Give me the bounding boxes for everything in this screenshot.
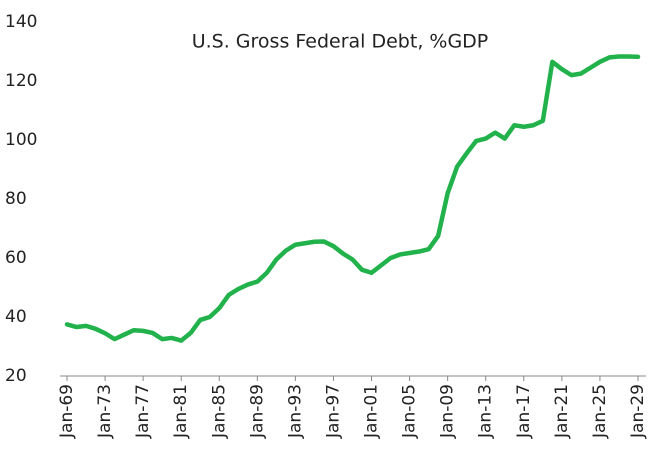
y-tick-label: 80	[5, 189, 27, 209]
x-tick-label: Jan-81	[171, 384, 191, 439]
data-line	[64, 54, 641, 343]
x-tick-label: Jan-01	[362, 384, 382, 439]
chart-title: U.S. Gross Federal Debt, %GDP	[192, 31, 489, 53]
x-tick-label: Jan-73	[95, 384, 115, 439]
x-tick-label: Jan-85	[209, 384, 229, 439]
y-tick-label: 60	[5, 248, 27, 268]
x-tick-label: Jan-13	[476, 384, 496, 439]
x-tick-label: Jan-29	[628, 384, 648, 439]
y-tick-label: 100	[5, 130, 37, 150]
x-tick-label: Jan-93	[285, 384, 305, 439]
x-tick-label: Jan-17	[514, 384, 534, 439]
x-tick-label: Jan-21	[552, 384, 572, 439]
y-tick-label: 40	[5, 307, 27, 327]
y-tick-label: 120	[5, 71, 37, 91]
x-tick-label: Jan-97	[323, 384, 343, 439]
y-tick-label: 140	[5, 12, 37, 32]
x-tick-label: Jan-77	[133, 384, 153, 439]
x-tick-label: Jan-05	[400, 384, 420, 439]
x-tick-label: Jan-25	[590, 384, 610, 439]
y-tick-label: 20	[5, 366, 27, 386]
x-tick-label: Jan-09	[438, 384, 458, 439]
x-tick-label: Jan-89	[247, 384, 267, 439]
x-tick-label: Jan-69	[57, 384, 77, 439]
